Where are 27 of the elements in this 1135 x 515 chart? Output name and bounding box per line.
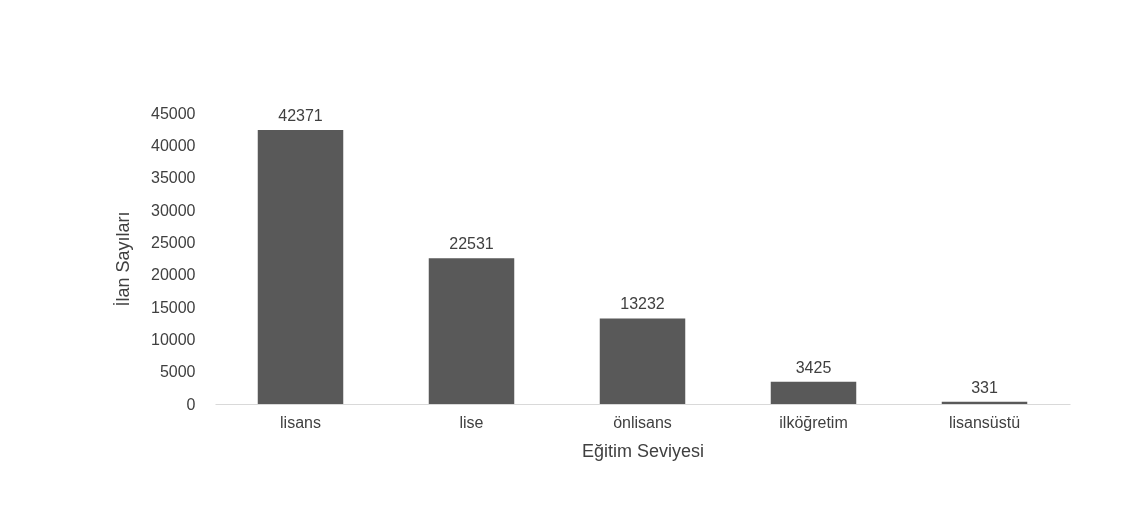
x-tick-label: lisansüstü	[948, 413, 1021, 431]
y-axis-title: İlan Sayıları	[113, 211, 134, 307]
data-label: 22531	[449, 235, 494, 253]
y-tick-label: 40000	[151, 136, 196, 154]
y-tick-label: 35000	[151, 169, 196, 187]
y-tick-label: 15000	[151, 298, 196, 316]
bar	[599, 318, 686, 404]
y-tick-label: 10000	[151, 330, 196, 348]
bar	[428, 258, 515, 404]
bar	[770, 381, 857, 404]
x-tick-label: lise	[459, 413, 484, 431]
data-label: 13232	[620, 295, 665, 313]
x-tick-label: önlisans	[613, 413, 672, 431]
y-tick-label: 30000	[151, 201, 196, 219]
x-tick-label: ilköğretim	[779, 413, 848, 431]
bar	[257, 130, 344, 404]
y-tick-label: 5000	[159, 363, 196, 381]
y-tick-label: 0	[186, 395, 196, 413]
y-tick-label: 20000	[151, 266, 196, 284]
x-axis-title: Eğitim Seviyesi	[581, 440, 705, 461]
y-tick-label: 25000	[151, 233, 196, 251]
y-tick-label: 45000	[151, 104, 196, 122]
data-label: 3425	[795, 358, 832, 376]
x-tick-label: lisans	[280, 413, 321, 431]
bar	[941, 401, 1028, 404]
data-label: 331	[971, 378, 998, 396]
data-label: 42371	[278, 107, 323, 124]
